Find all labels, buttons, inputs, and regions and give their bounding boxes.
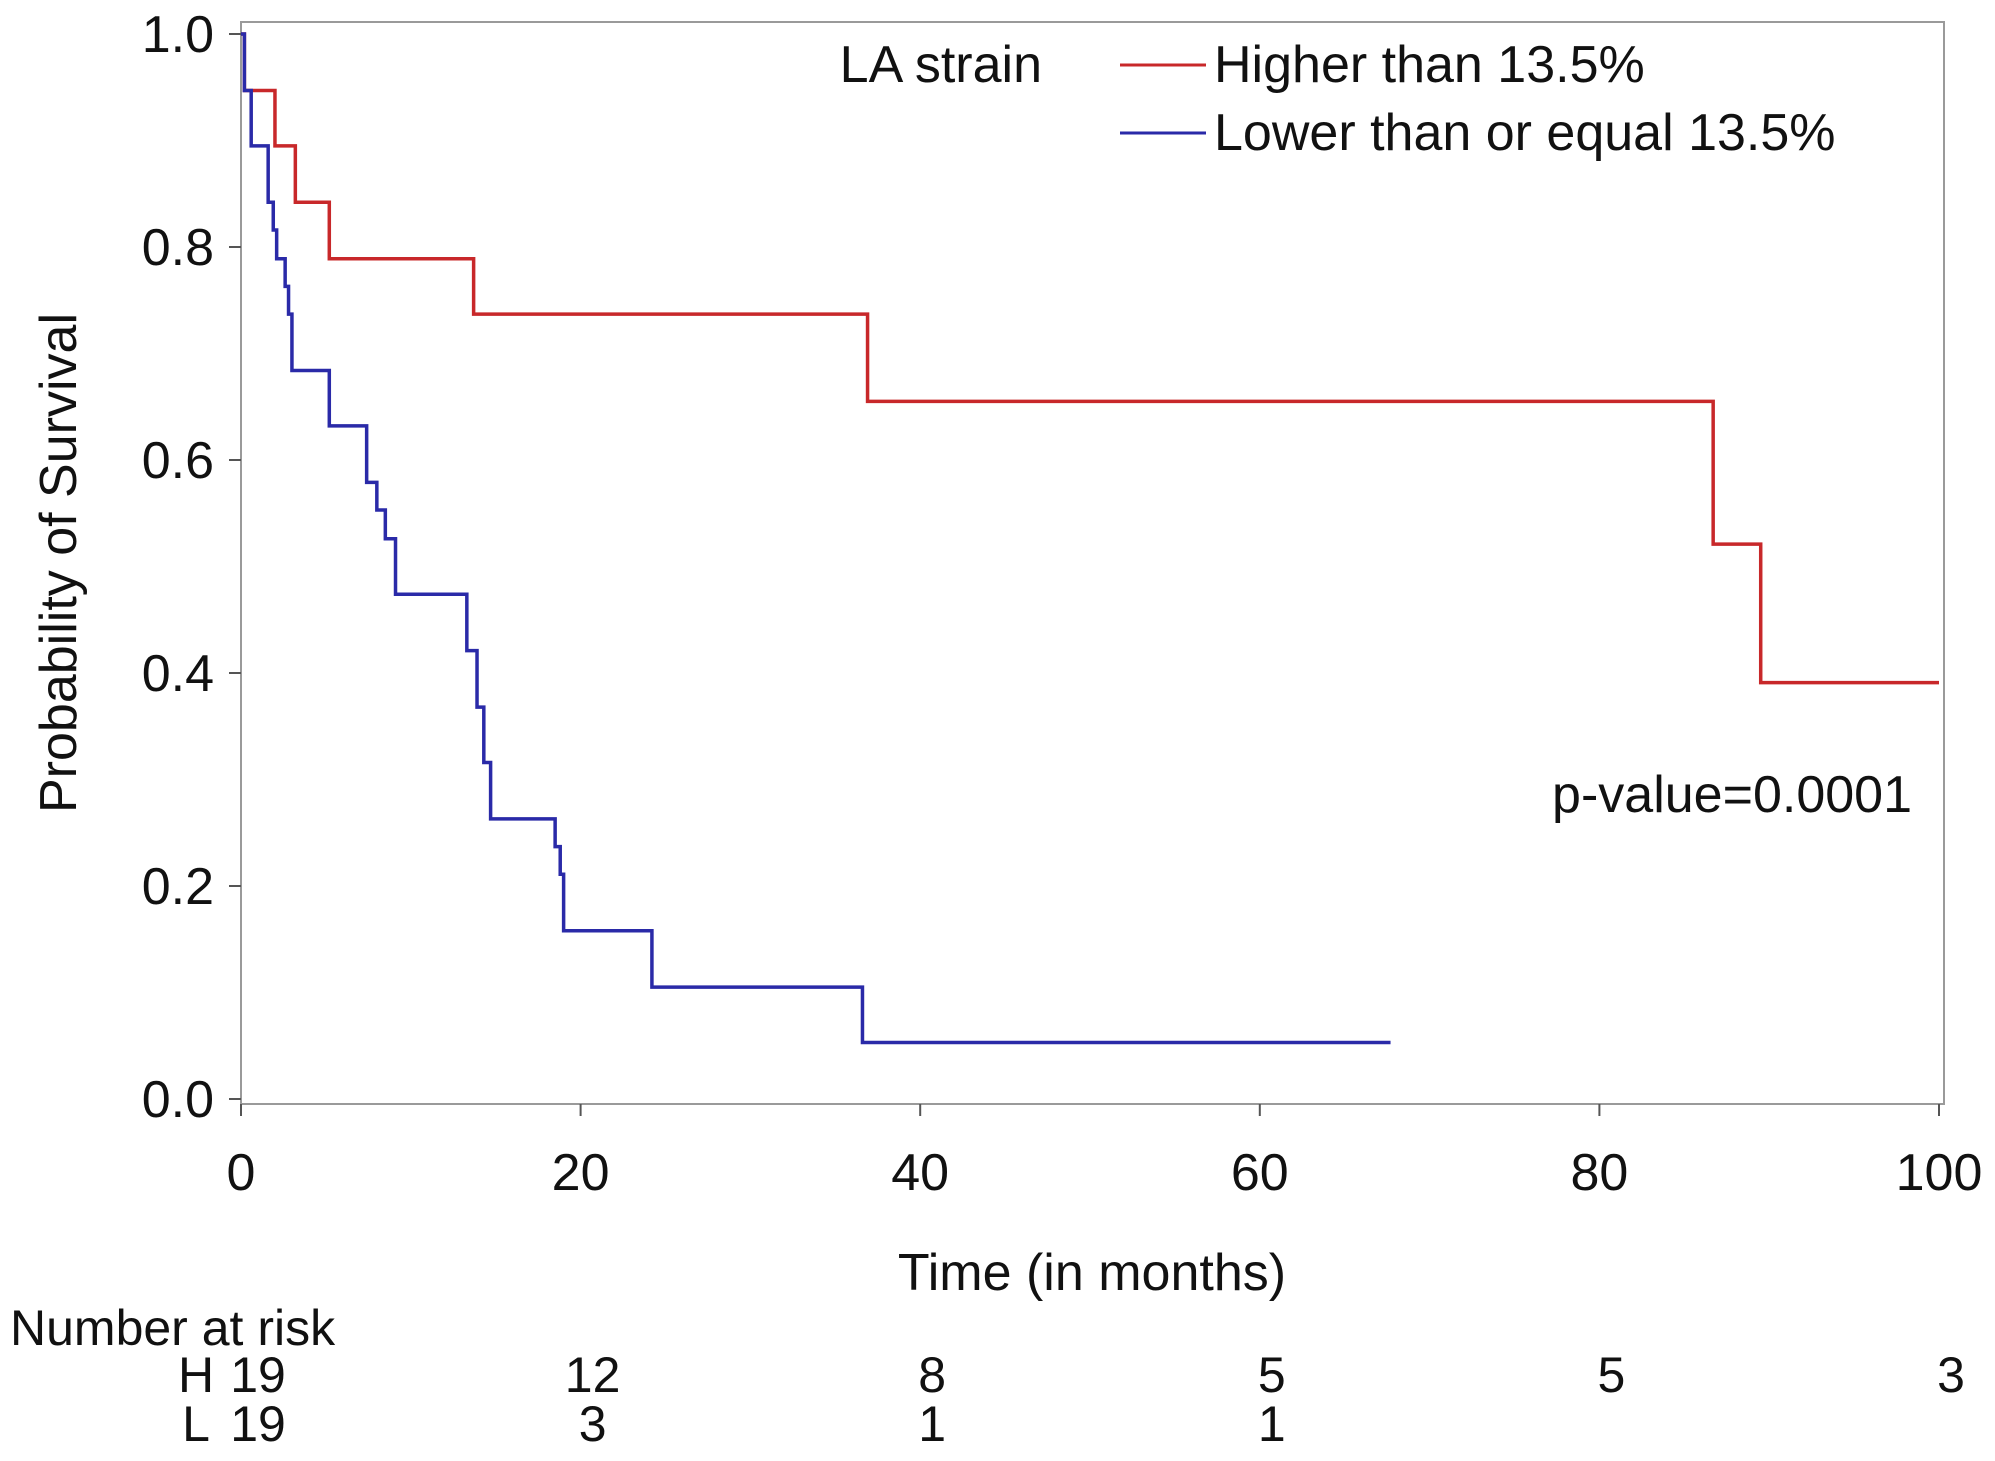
x-tick-label: 20 (552, 1144, 610, 1202)
y-tick-label: 0.4 (142, 645, 214, 703)
legend-label-lower: Lower than or equal 13.5% (1214, 104, 1836, 162)
risk-cell: 5 (1258, 1347, 1286, 1403)
x-tick-label: 80 (1570, 1144, 1628, 1202)
risk-cell: 12 (565, 1347, 621, 1403)
y-tick-label: 0.8 (142, 219, 214, 277)
series-layer (241, 32, 1939, 1045)
y-tick-label: 0.0 (142, 1071, 214, 1129)
y-tick-label: 0.6 (142, 432, 214, 490)
risk-cell: 8 (918, 1347, 946, 1403)
risk-cell: 19 (230, 1396, 286, 1452)
x-tick-label: 40 (891, 1144, 949, 1202)
y-tick-label: 1.0 (142, 6, 214, 64)
series-higher-line (241, 32, 1939, 685)
y-tick-label: 0.2 (142, 858, 214, 916)
risk-cell: 1 (1258, 1396, 1286, 1452)
x-axis-label: Time (in months) (898, 1244, 1286, 1302)
risk-row-label: L (182, 1396, 210, 1452)
risk-cell: 1 (918, 1396, 946, 1452)
p-value-annotation: p-value=0.0001 (1552, 766, 1912, 824)
risk-cell: 19 (230, 1347, 286, 1403)
legend: LA strain Higher than 13.5% Lower than o… (840, 36, 1836, 162)
legend-title: LA strain (840, 36, 1042, 94)
axes: 0 20 40 60 80 100 0.0 0.2 0.4 0.6 0.8 1.0 (142, 6, 1983, 1202)
x-tick-label: 100 (1896, 1144, 1983, 1202)
risk-table-title: Number at risk (10, 1300, 336, 1356)
x-tick-label: 0 (227, 1144, 256, 1202)
risk-cell: 5 (1597, 1347, 1625, 1403)
plot-frame (240, 21, 1945, 1105)
risk-cell: 3 (1937, 1347, 1965, 1403)
risk-table: H 19 12 8 5 5 3 L 19 3 1 1 (178, 1347, 1965, 1452)
risk-cell: 3 (579, 1396, 607, 1452)
y-axis-label: Probability of Survival (30, 313, 88, 813)
legend-label-higher: Higher than 13.5% (1214, 36, 1645, 94)
risk-row-label: H (178, 1347, 214, 1403)
series-lower-line (241, 32, 1391, 1045)
x-tick-label: 60 (1231, 1144, 1289, 1202)
